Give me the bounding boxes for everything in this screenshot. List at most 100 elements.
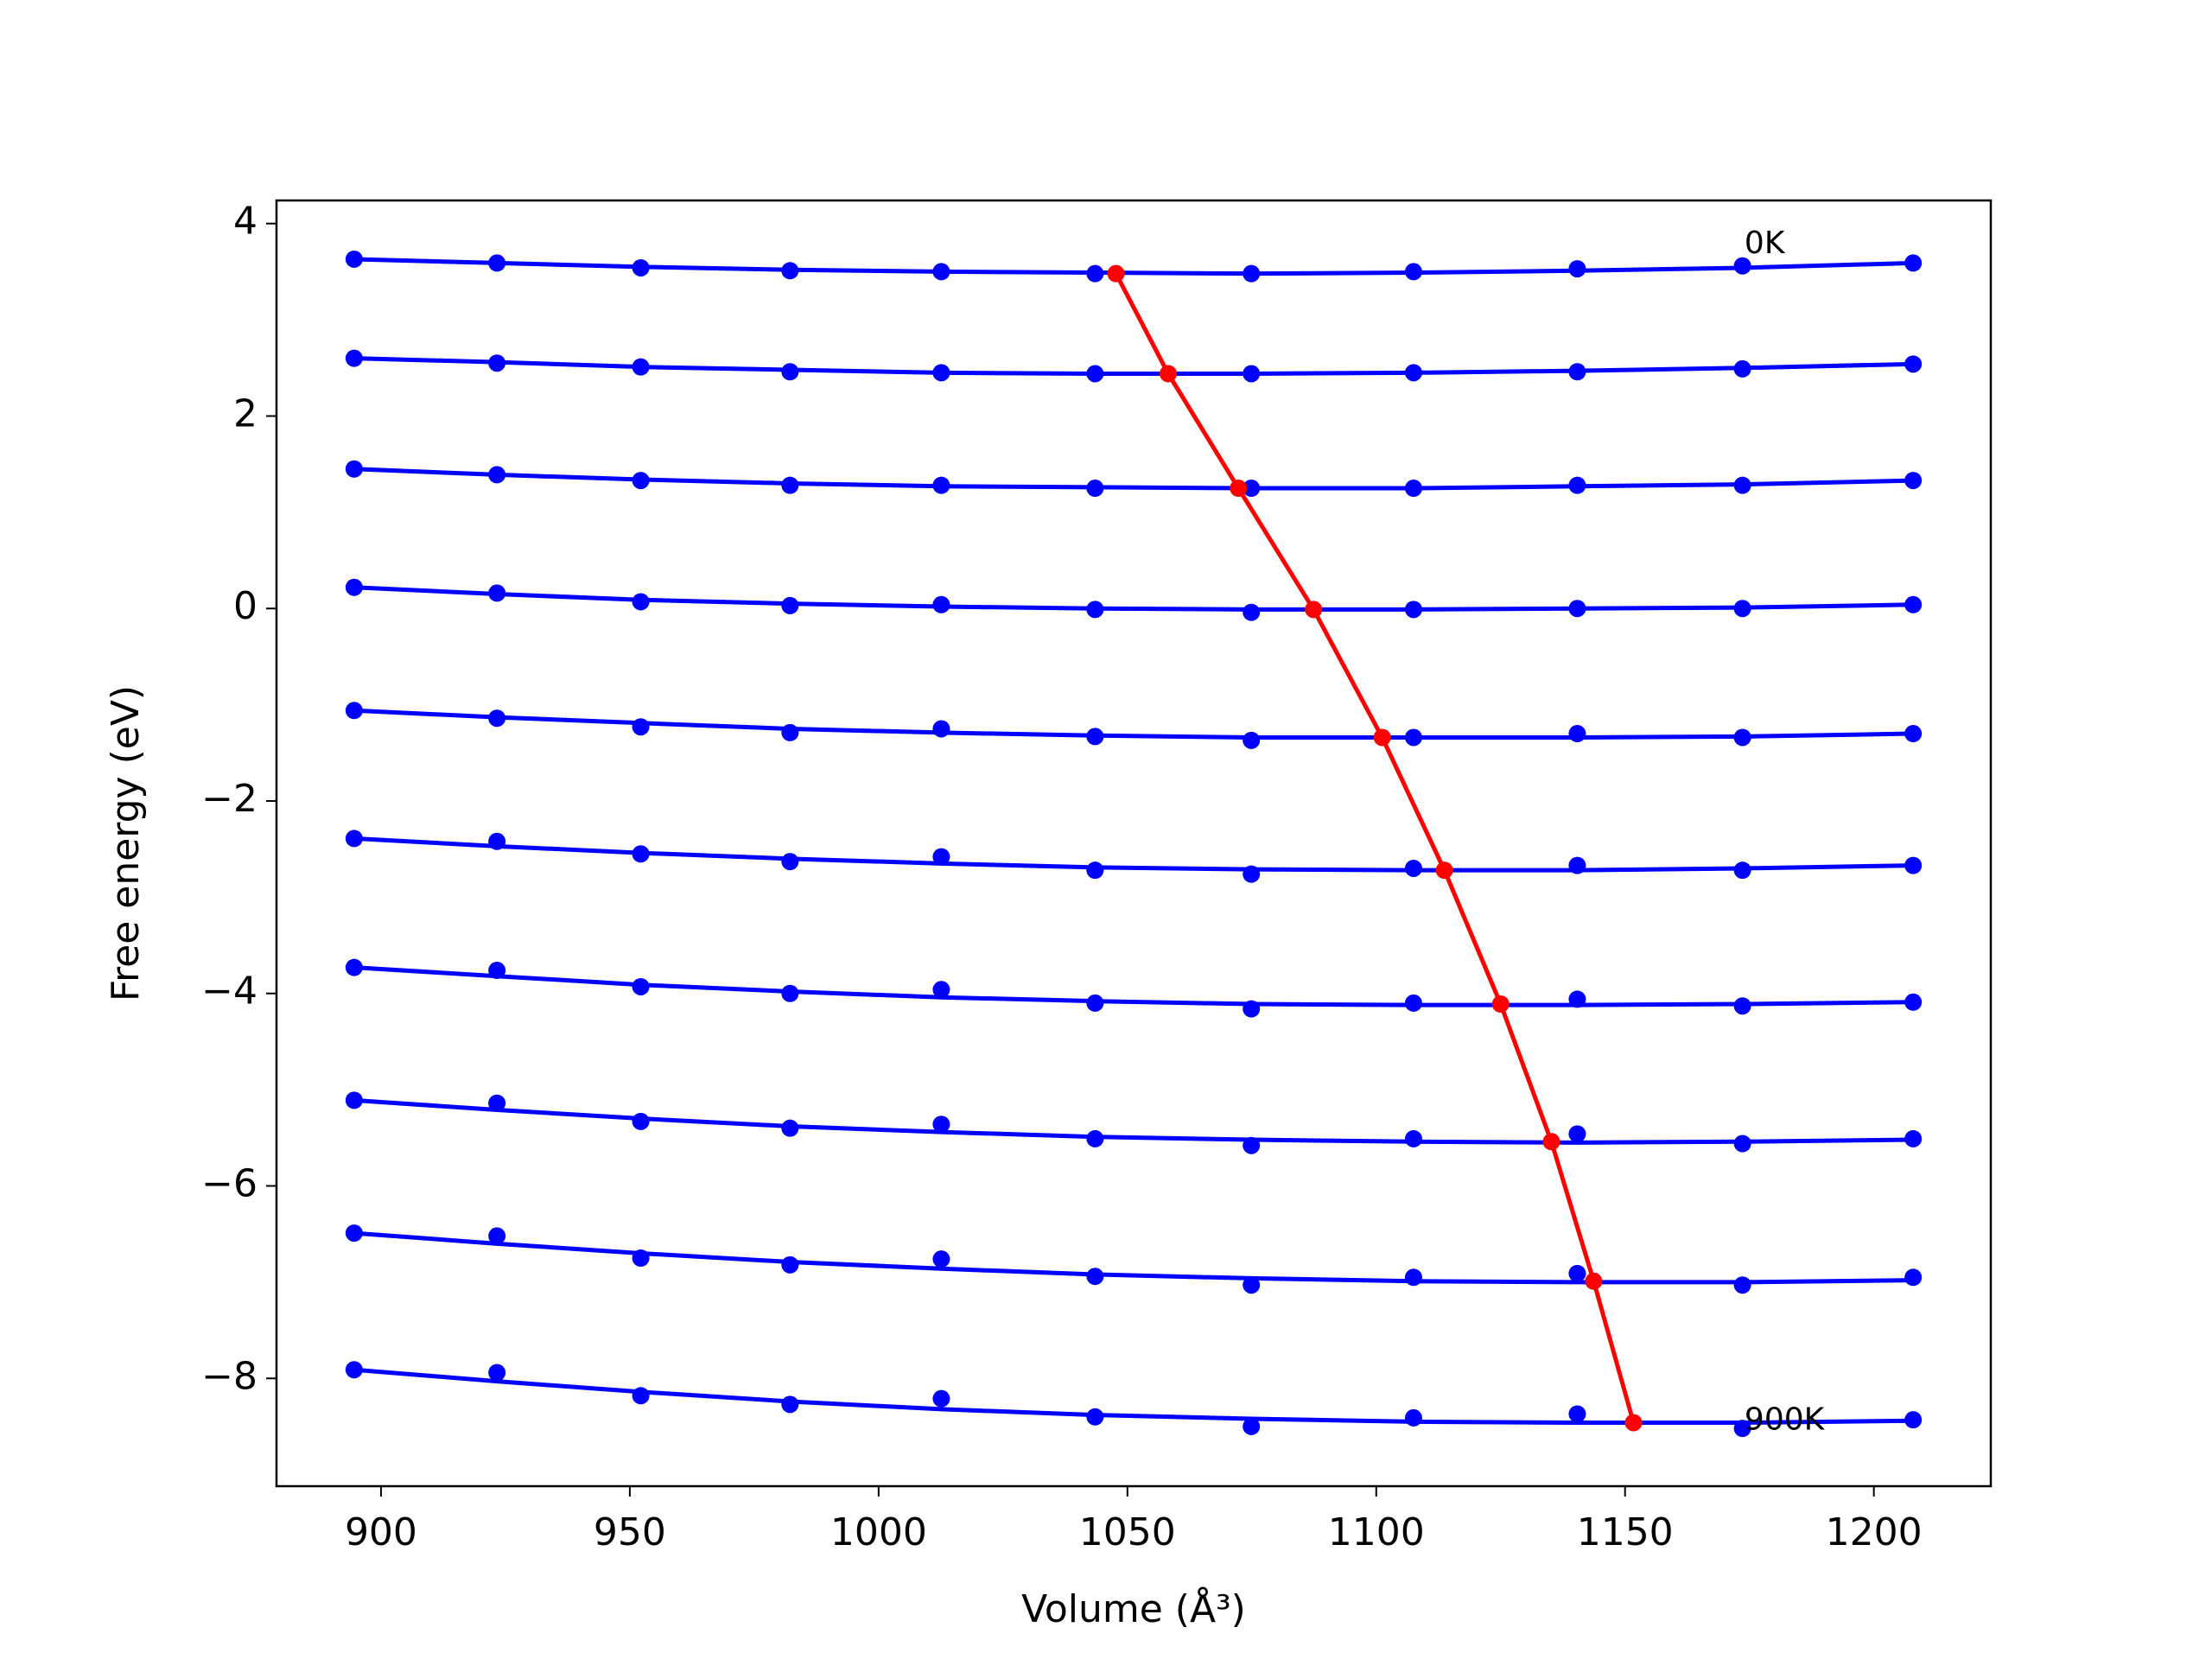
data-point: [932, 364, 950, 382]
data-point: [345, 958, 363, 976]
data-point: [488, 354, 506, 372]
data-point: [1243, 1276, 1261, 1294]
minimum-point: [1107, 264, 1125, 283]
data-point: [1404, 728, 1422, 747]
data-point: [781, 1119, 799, 1137]
data-point: [781, 262, 799, 280]
y-tick-label: −6: [201, 1162, 257, 1206]
data-point: [488, 1094, 506, 1112]
data-point: [1086, 480, 1104, 498]
data-point: [1086, 1129, 1104, 1147]
data-point: [488, 832, 506, 850]
data-point: [345, 1361, 363, 1379]
minimum-point: [1542, 1133, 1560, 1151]
data-point: [1243, 365, 1261, 383]
fit-curve: [353, 1097, 1914, 1145]
x-tick-label: 1050: [1079, 1510, 1176, 1554]
data-point: [345, 460, 363, 478]
x-tick-label: 1100: [1328, 1510, 1425, 1554]
data-point: [781, 476, 799, 494]
y-tick-label: −4: [201, 969, 257, 1014]
minimum-point: [1435, 861, 1453, 880]
data-point: [1568, 1125, 1586, 1143]
data-point: [932, 981, 950, 999]
x-axis-label: Volume (Å³): [1021, 1586, 1246, 1631]
data-point: [1904, 1129, 1923, 1147]
data-point: [1243, 1417, 1261, 1435]
data-point: [1904, 993, 1923, 1011]
data-point: [1086, 365, 1104, 383]
annotation: 900K: [1745, 1402, 1826, 1437]
data-point: [1568, 856, 1586, 874]
fit-curve: [353, 965, 1914, 1007]
data-point: [1243, 1136, 1261, 1154]
data-point: [1086, 264, 1104, 283]
data-point: [632, 1112, 650, 1130]
data-point: [932, 720, 950, 738]
data-point: [488, 1227, 506, 1245]
data-point: [1568, 600, 1586, 618]
data-point: [781, 363, 799, 381]
x-tick-label: 1000: [830, 1510, 927, 1554]
data-point: [1404, 263, 1422, 281]
data-point: [781, 1255, 799, 1274]
data-point: [1733, 1135, 1751, 1153]
data-point: [932, 1116, 950, 1134]
data-point: [1904, 725, 1923, 743]
data-point: [781, 984, 799, 1002]
data-point: [1086, 1268, 1104, 1286]
plot-frame: [275, 199, 1993, 1488]
minimum-point: [1305, 601, 1323, 619]
data-point: [1904, 355, 1923, 373]
data-point: [1904, 472, 1923, 490]
fit-curve: [353, 585, 1914, 612]
data-point: [781, 596, 799, 614]
data-point: [488, 1363, 506, 1382]
fit-curve: [353, 1367, 1914, 1425]
data-point: [932, 1250, 950, 1268]
data-point: [1568, 260, 1586, 278]
data-point: [632, 977, 650, 995]
fit-curve: [353, 257, 1914, 276]
data-point: [1404, 601, 1422, 619]
data-point: [1243, 603, 1261, 621]
data-point: [632, 593, 650, 611]
data-point: [1404, 1408, 1422, 1427]
data-point: [1568, 725, 1586, 743]
data-point: [1404, 994, 1422, 1012]
data-point: [1243, 480, 1261, 498]
data-point: [1404, 480, 1422, 498]
minimum-point: [1373, 728, 1391, 747]
data-point: [1568, 1264, 1586, 1282]
data-point: [632, 258, 650, 276]
data-point: [1404, 859, 1422, 877]
fit-curve: [353, 356, 1914, 376]
x-tick-label: 1150: [1577, 1510, 1674, 1554]
data-point: [488, 962, 506, 980]
data-point: [1404, 1129, 1422, 1147]
data-point: [1086, 994, 1104, 1012]
data-point: [488, 709, 506, 728]
data-point: [345, 1091, 363, 1109]
data-point: [345, 1224, 363, 1243]
data-point: [932, 1389, 950, 1408]
data-point: [345, 830, 363, 848]
data-point: [632, 472, 650, 490]
data-point: [488, 584, 506, 602]
data-point: [1733, 476, 1751, 494]
data-point: [781, 1395, 799, 1414]
data-point: [632, 358, 650, 376]
data-point: [1243, 865, 1261, 883]
data-point: [1086, 861, 1104, 880]
data-point: [1733, 359, 1751, 378]
data-point: [345, 578, 363, 596]
data-point: [345, 349, 363, 367]
data-point: [1733, 728, 1751, 747]
minimum-point: [1160, 365, 1178, 383]
minimum-point: [1585, 1272, 1603, 1290]
y-tick-label: −8: [201, 1354, 257, 1398]
x-tick-label: 900: [345, 1510, 417, 1554]
y-tick-label: 0: [233, 584, 257, 628]
minimum-point: [1624, 1414, 1643, 1432]
